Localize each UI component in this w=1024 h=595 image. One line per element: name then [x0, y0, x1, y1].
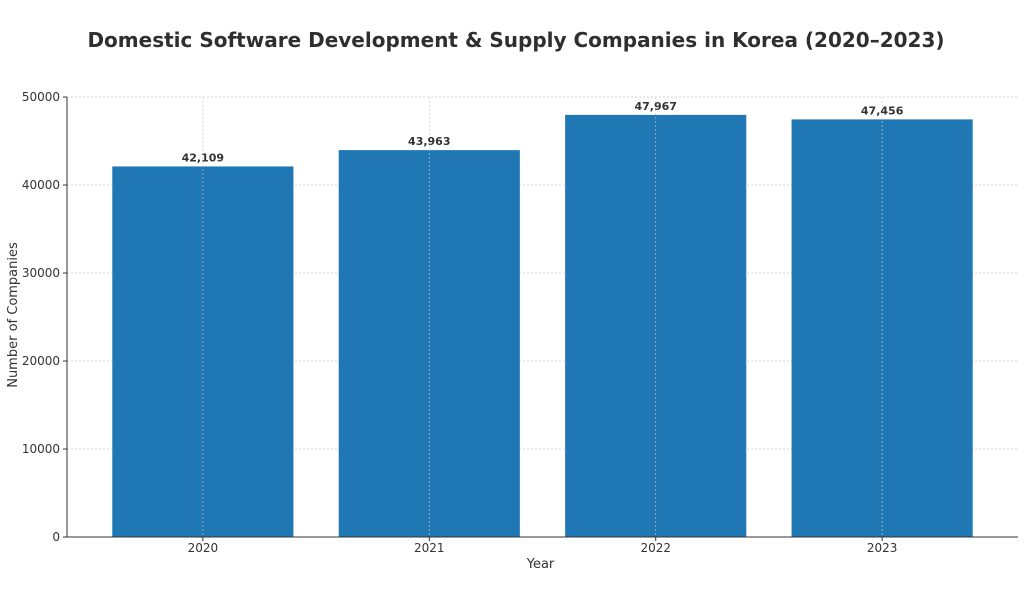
- bar-value-label: 42,109: [182, 151, 224, 164]
- x-axis-label: Year: [526, 557, 555, 572]
- bar-value-label: 43,963: [408, 135, 450, 148]
- x-tick-label: 2021: [414, 541, 445, 555]
- y-tick-label: 40000: [22, 178, 60, 192]
- y-tick-label: 30000: [22, 266, 60, 280]
- y-tick-label: 0: [52, 530, 60, 544]
- bar-2023: [791, 119, 973, 537]
- labels: 0 10000 20000 30000 40000 50000 2020 2021 2022 20…: [6, 90, 904, 572]
- chart-title: Domestic Software Development & Supply C…: [87, 28, 945, 52]
- bar-value-label: 47,456: [861, 104, 904, 117]
- bars: [112, 114, 973, 537]
- bar-2020: [112, 166, 294, 537]
- y-tick-label: 50000: [22, 90, 60, 104]
- bar-value-label: 47,967: [634, 100, 676, 113]
- y-tick-label: 20000: [22, 354, 60, 368]
- y-tick-label: 10000: [22, 442, 60, 456]
- x-tick-label: 2023: [867, 541, 898, 555]
- vertical-grid-lines: [202, 97, 883, 537]
- axes: [63, 96, 1018, 541]
- x-tick-label: 2022: [640, 541, 671, 555]
- x-tick-label: 2020: [188, 541, 219, 555]
- y-axis-label: Number of Companies: [6, 242, 21, 388]
